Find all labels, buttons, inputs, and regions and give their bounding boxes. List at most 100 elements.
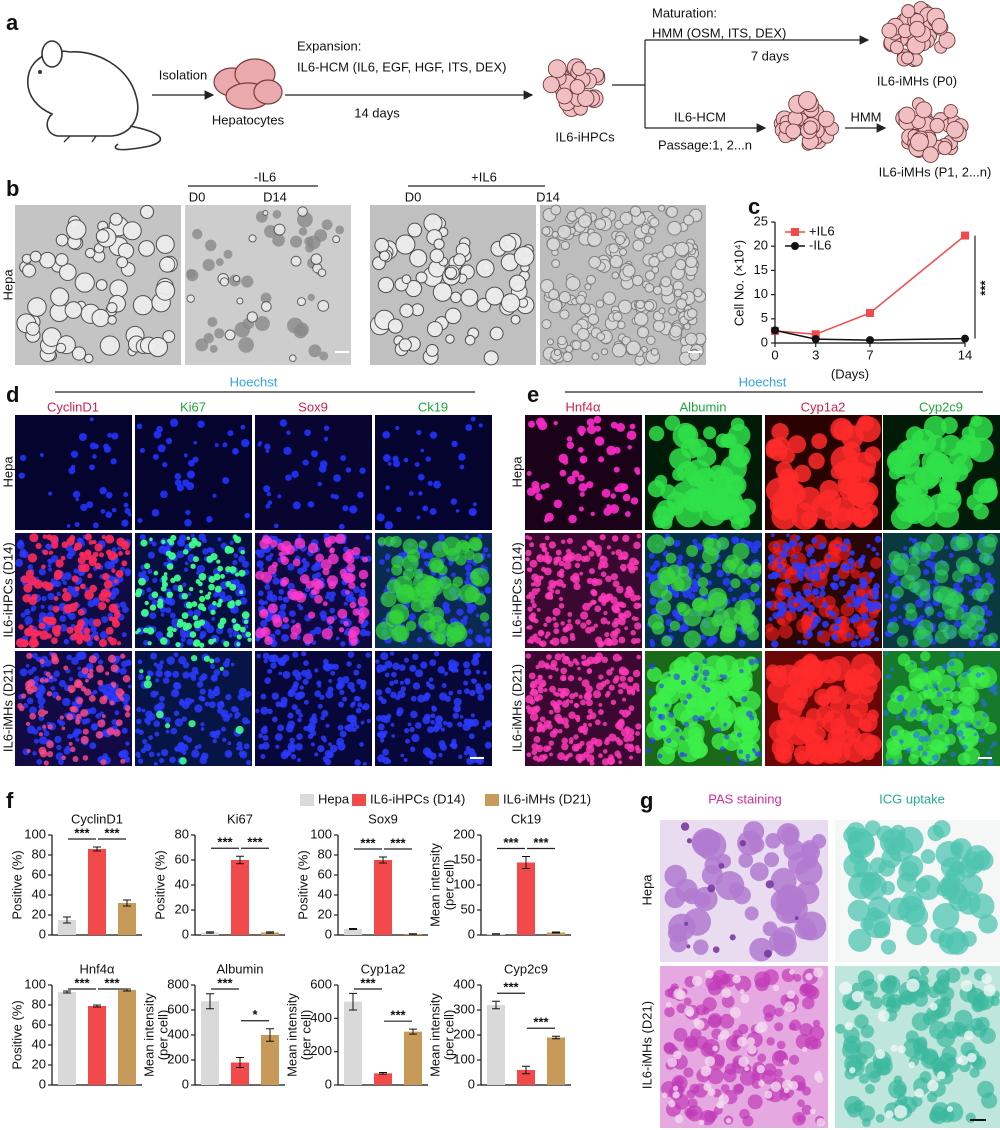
- fluorescence-image-cell: [808, 452, 825, 470]
- fluorescence-image-cell: [680, 679, 687, 685]
- fluorescence-image-cell: [561, 539, 566, 544]
- fluorescence-image-cell: [596, 552, 601, 557]
- fluorescence-image-cell: [403, 728, 410, 734]
- fluorescence-image-cell: [211, 616, 216, 621]
- fluorescence-image-cell: [148, 735, 154, 741]
- fluorescence-image-cell: [937, 611, 944, 618]
- fluorescence-image-cell: [262, 741, 270, 750]
- fluorescence-image-cell: [464, 549, 475, 561]
- micrograph-cell: [625, 340, 641, 356]
- fluorescence-image-cell: [448, 666, 454, 671]
- fluorescence-image-cell: [297, 717, 302, 723]
- fluorescence-image-cell: [433, 480, 442, 489]
- fluorescence-image-cell: [92, 551, 99, 558]
- fluorescence-image-cell: [692, 538, 698, 544]
- fluorescence-image-cell: [247, 637, 252, 642]
- stain-image-cell: [950, 838, 972, 860]
- fluorescence-image-cell: [37, 726, 42, 731]
- stain-image-cell: [885, 1110, 894, 1119]
- fluorescence-image-cell: [632, 669, 641, 678]
- fluorescence-image-cell: [243, 743, 250, 750]
- stain-image-cell: [978, 914, 998, 934]
- fluorescence-image-cell: [553, 628, 560, 635]
- fluorescence-image-cell: [613, 466, 620, 473]
- fluorescence-image-cell: [66, 524, 71, 528]
- fluorescence-image-cell: [377, 723, 385, 731]
- stain-image-cell: [911, 1095, 923, 1107]
- label: 14 days: [354, 105, 400, 120]
- micrograph-cell: [658, 204, 666, 212]
- mouse-tail: [114, 125, 162, 151]
- fluorescence-image-cell: [111, 616, 119, 624]
- fluorescence-image-cell: [358, 607, 370, 619]
- fluorescence-image-cell: [227, 741, 232, 746]
- fluorescence-image-cell: [416, 515, 421, 520]
- fluorescence-image-cell: [75, 651, 84, 661]
- micrograph-cell: [541, 319, 552, 330]
- stain-image-cell: [765, 880, 774, 889]
- fluorescence-image-cell: [184, 518, 192, 527]
- fluorescence-image-cell: [26, 697, 34, 705]
- fluorescence-image-cell: [948, 553, 954, 559]
- mouse-eye: [38, 70, 42, 74]
- fluorescence-image-cell: [547, 720, 552, 725]
- fluorescence-image-cell: [330, 670, 336, 676]
- y-tick-label: 200: [167, 1051, 189, 1066]
- fluorescence-image-cell: [166, 591, 174, 598]
- fluorescence-image-cell: [732, 542, 750, 560]
- fluorescence-image-cell: [957, 752, 971, 766]
- y-tick-label: 80: [318, 846, 332, 861]
- fluorescence-image-cell: [854, 634, 859, 640]
- stain-image-cell: [809, 1108, 816, 1115]
- bar: [547, 1037, 565, 1085]
- series-line: [774, 234, 966, 336]
- fluorescence-image-cell: [970, 415, 983, 428]
- fluorescence-image-cell: [635, 731, 640, 737]
- fluorescence-image-cell: [107, 432, 113, 438]
- fluorescence-image-cell: [376, 664, 385, 673]
- stain-image-cell: [754, 1023, 764, 1034]
- fluorescence-image-cell: [25, 721, 31, 727]
- fluorescence-image-cell: [795, 591, 802, 597]
- fluorescence-image-cell: [895, 500, 917, 522]
- micrograph-cell: [319, 351, 329, 361]
- fluorescence-image-cell: [169, 612, 176, 619]
- fluorescence-image-cell: [948, 660, 955, 667]
- label: 7 days: [751, 48, 790, 63]
- fluorescence-image-cell: [847, 603, 852, 608]
- fluorescence-image-cell: [719, 627, 736, 644]
- fluorescence-image-cell: [121, 690, 125, 695]
- fluorescence-image-cell: [531, 603, 537, 609]
- fluorescence-image-cell: [887, 758, 895, 765]
- fluorescence-image-cell: [956, 723, 960, 727]
- fluorescence-image-cell: [973, 732, 978, 737]
- fluorescence-image-cell: [548, 541, 556, 549]
- fluorescence-image-cell: [137, 628, 141, 633]
- micrograph-cell: [298, 227, 308, 236]
- y-tick-label: 0: [182, 926, 189, 941]
- micrograph-cell: [510, 314, 521, 325]
- fluorescence-image-cell: [548, 579, 556, 588]
- fluorescence-image-cell: [190, 533, 195, 538]
- fluorescence-image-cell: [919, 590, 931, 602]
- fluorescence-image-cell: [214, 657, 221, 663]
- micrograph-cell: [290, 235, 303, 248]
- fluorescence-image-cell: [536, 587, 541, 592]
- fluorescence-image-cell: [358, 618, 364, 624]
- fluorescence-image-cell: [409, 726, 415, 733]
- fluorescence-image-cell: [159, 546, 164, 551]
- stain-image-cell: [672, 1050, 682, 1060]
- fluorescence-image-cell: [317, 481, 322, 487]
- fluorescence-image-cell: [683, 721, 690, 728]
- fluorescence-image-cell: [954, 708, 960, 714]
- fluorescence-image-cell: [618, 636, 626, 644]
- fluorescence-image-cell: [817, 630, 823, 637]
- fluorescence-image-cell: [229, 566, 237, 574]
- fluorescence-image-cell: [159, 660, 164, 665]
- fluorescence-image-cell: [393, 460, 401, 468]
- fluorescence-image-cell: [176, 621, 184, 628]
- fluorescence-image-cell: [529, 559, 538, 568]
- fluorescence-image-cell: [621, 709, 630, 718]
- y-tick-label: 5: [761, 310, 768, 325]
- fluorescence-image-cell: [666, 738, 672, 744]
